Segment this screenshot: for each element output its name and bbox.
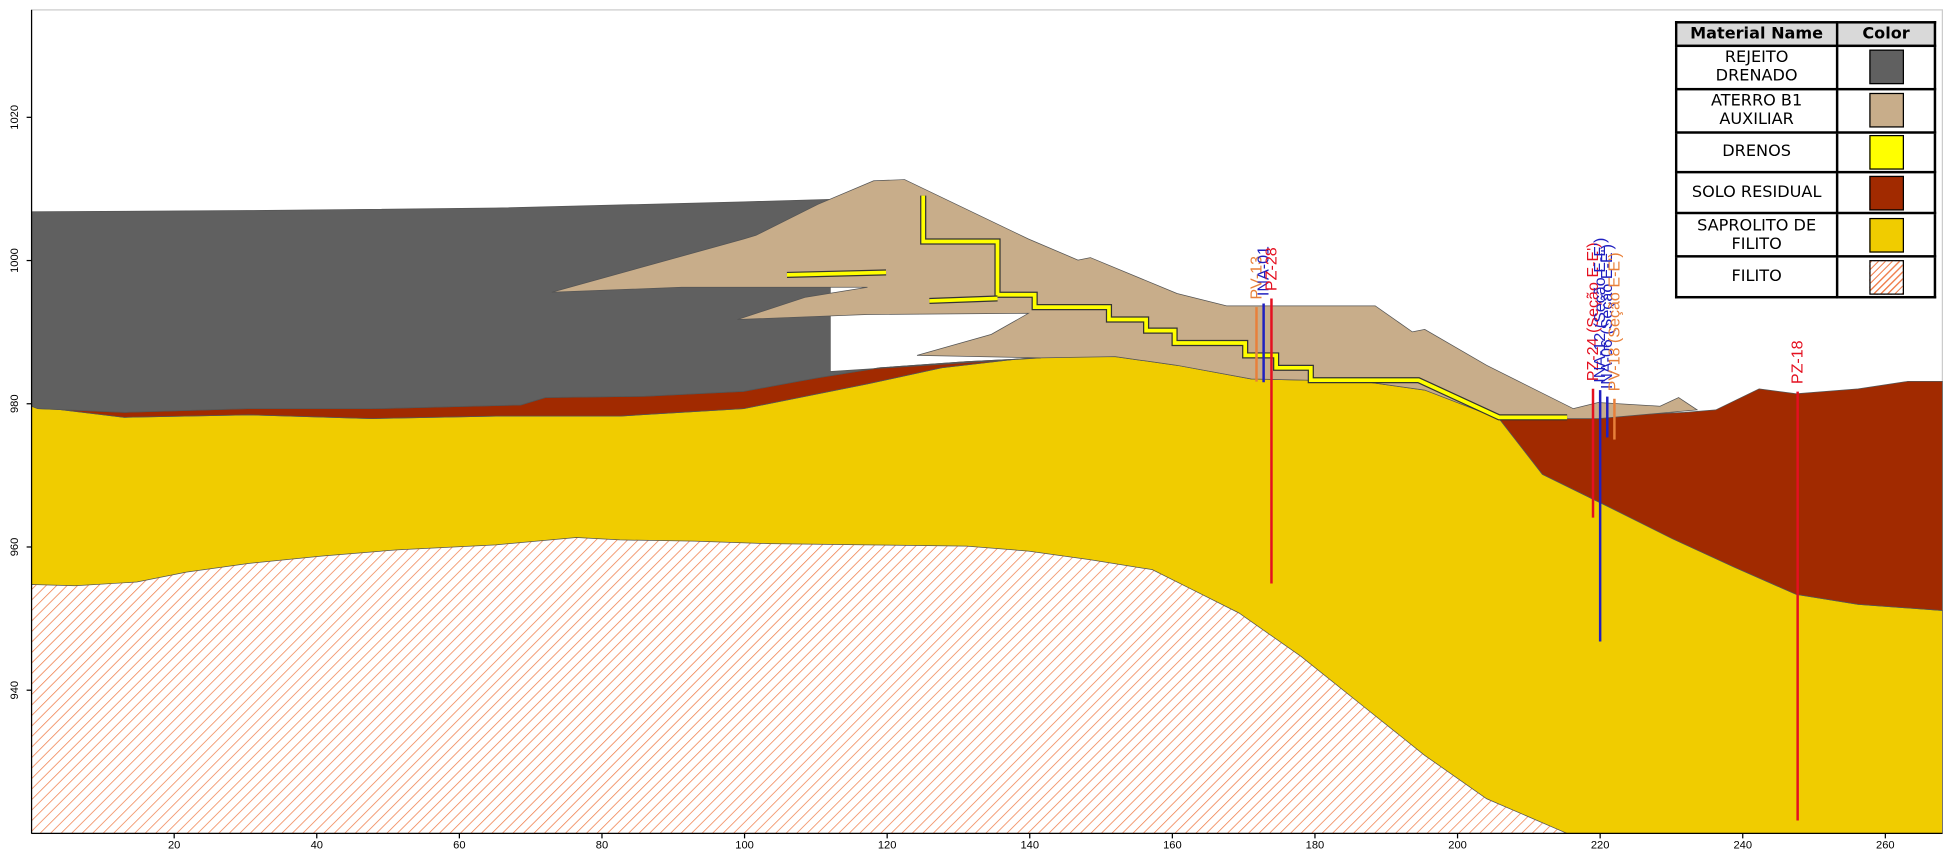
solo-residual — [1498, 381, 1943, 611]
instrument-label: INA-01 — [1255, 246, 1273, 296]
legend: Material Name Color REJEITO DRENADOATERRO… — [1674, 21, 1937, 299]
y-tick-label: 1020 — [9, 105, 21, 130]
x-tick-label: 120 — [878, 839, 897, 851]
instrument-label: INA-06 (Seção E-E') — [1598, 244, 1616, 389]
legend-swatch-cell — [1835, 130, 1937, 174]
legend-swatch — [1868, 134, 1904, 170]
y-tick-label: 960 — [9, 538, 21, 557]
x-tick-label: 80 — [596, 839, 608, 851]
instrument-label: PZ-18 — [1789, 340, 1807, 384]
legend-swatch — [1868, 49, 1904, 85]
legend-name: ATERRO B1 AUXILIAR — [1674, 87, 1839, 134]
instrument-label: PZ-28 — [1262, 247, 1280, 291]
legend-swatch-cell — [1835, 87, 1937, 134]
y-tick-label: 940 — [9, 681, 21, 700]
instrument-label: PZ-24 (Seção E-E') — [1584, 242, 1602, 381]
legend-name: REJEITO DRENADO — [1674, 44, 1839, 90]
legend-header: Color — [1835, 21, 1937, 47]
x-tick-label: 260 — [1876, 839, 1895, 851]
y-tick-label: 980 — [9, 394, 21, 413]
x-tick-label: 60 — [453, 839, 465, 851]
legend-swatch-cell — [1835, 44, 1937, 90]
x-tick-label: 40 — [311, 839, 323, 851]
legend-swatch-cell — [1835, 171, 1937, 215]
legend-name: DRENOS — [1674, 130, 1839, 174]
legend-table: Material Name Color REJEITO DRENADO ATERRO… — [1674, 21, 1937, 299]
x-tick-label: 220 — [1591, 839, 1610, 851]
legend-swatch — [1868, 217, 1904, 253]
filito — [31, 537, 1568, 834]
legend-name: FILITO — [1674, 255, 1839, 299]
legend-swatch — [1868, 92, 1904, 128]
legend-swatch — [1868, 175, 1904, 211]
legend-swatch — [1868, 259, 1904, 295]
instrument-label: PV-18 (Seção E-E') — [1605, 252, 1623, 391]
x-tick-label: 100 — [735, 839, 754, 851]
aterro — [551, 179, 1699, 419]
x-tick-label: 240 — [1733, 839, 1752, 851]
x-tick-label: 200 — [1448, 839, 1467, 851]
drains — [786, 195, 1568, 421]
legend-name: SOLO RESIDUAL — [1674, 171, 1839, 215]
x-tick-label: 20 — [168, 839, 180, 851]
legend-name: SAPROLITO DE FILITO — [1674, 211, 1839, 258]
instrument-label: PV-13 — [1247, 256, 1265, 300]
x-tick-label: 180 — [1306, 839, 1325, 851]
legend-swatch-cell — [1835, 211, 1937, 258]
instrument-label: INA-12 (Seção E-E') — [1591, 238, 1609, 383]
y-tick-label: 1000 — [9, 248, 21, 273]
legend-swatch-cell — [1835, 255, 1937, 299]
x-tick-label: 160 — [1163, 839, 1182, 851]
legend-header: Material Name — [1674, 21, 1839, 47]
x-tick-label: 140 — [1020, 839, 1039, 851]
